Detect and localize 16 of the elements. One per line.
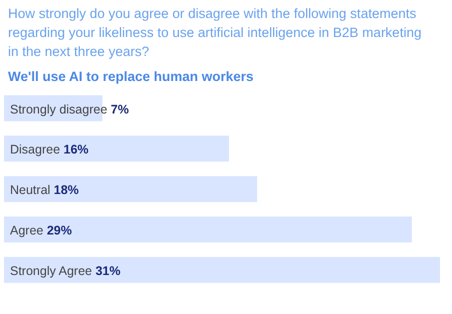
data-label: 31% [95, 264, 121, 278]
bar [4, 136, 230, 162]
bar [4, 176, 258, 202]
y-tick-label: Strongly Agree [10, 264, 96, 278]
bar [4, 256, 440, 283]
data-label: 7% [110, 102, 129, 116]
y-tick-label: Agree [10, 223, 47, 238]
y-tick-label: Neutral [10, 183, 54, 198]
y-tick-label: Strongly disagree [10, 102, 111, 116]
data-label: 16% [64, 142, 89, 157]
data-label: 18% [54, 183, 79, 198]
bar [4, 216, 412, 242]
data-label: 29% [46, 223, 72, 238]
chart-subtitle: We'll use AI to replace human workers [7, 68, 255, 84]
y-tick-label: Disagree [10, 142, 64, 157]
chart-title: How strongly do you agree or disagree with the following statements regarding your likeliness to use artificial intelligence in B2B marketing in the next three years? [7, 5, 422, 61]
